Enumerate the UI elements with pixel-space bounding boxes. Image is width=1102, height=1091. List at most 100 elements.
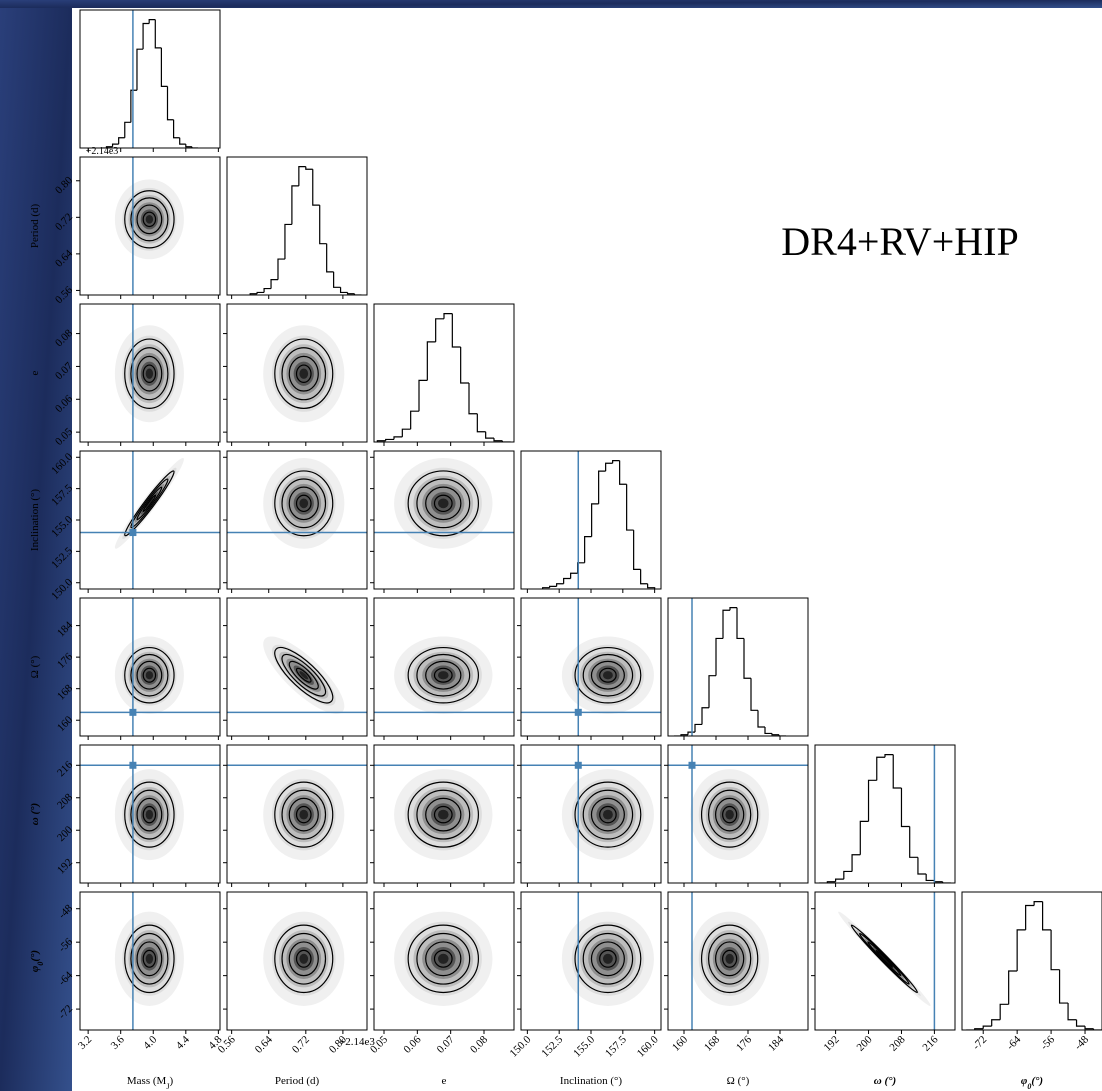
contour [124,338,175,409]
histogram-bin [319,205,327,245]
histogram-bin [1084,1026,1094,1030]
truth-marker [574,761,582,769]
histogram-bin [884,754,894,758]
y-axis-title: e [29,370,41,375]
panel: -72 -64 -56 -48 [961,891,1102,1052]
histogram-bin [612,460,620,464]
x-tick-label: 160.0 [635,1033,661,1059]
histogram-bin [942,881,951,883]
density-shade [438,953,449,964]
contour [416,789,471,840]
panel-bg [374,304,514,442]
density-shade [145,215,154,224]
histogram-bin [270,278,278,289]
panel-bg [227,157,367,295]
histogram-bin [154,19,162,49]
histogram-bin [708,675,716,708]
contour [590,797,625,832]
y-axis-title: ω (°) [29,803,41,825]
histogram-bin [771,733,779,736]
x-tick-label: 3.6 [109,1033,128,1052]
histogram-bin [1025,904,1035,930]
panel-bg [962,892,1102,1030]
panel-content [521,745,661,883]
histogram-bin [426,341,436,381]
histogram-bin [1042,901,1052,931]
panel-content [227,457,367,549]
panel-frame [373,303,515,443]
panel [226,156,368,299]
density-shade [299,809,309,820]
panel-content [542,451,656,589]
histogram-bin [284,223,292,260]
histogram-bin [999,1003,1009,1020]
contour [875,949,894,968]
histogram-bin [443,313,453,319]
histogram-bin [598,470,606,504]
panel-content [227,764,367,861]
contour [130,478,169,529]
panel-content [263,911,345,1006]
contour [722,805,738,824]
x-tick-label: 0.07 [435,1033,457,1055]
histogram-bin [501,440,511,442]
panel [223,597,368,740]
histogram-bin [556,583,564,587]
panel-bg [668,598,808,736]
panel-frame [79,9,221,149]
contour [288,486,319,521]
panel [814,744,956,887]
contour [599,667,617,683]
label-part: e [29,370,41,375]
panel-frame [226,891,368,1031]
histogram-bin [1050,929,1060,971]
histogram-bin [750,678,758,711]
x-tick-label: 152.5 [539,1033,565,1059]
histogram-bin [256,291,265,294]
contour [142,364,157,383]
density-shade [602,809,613,820]
histogram-bin [900,788,910,828]
contour [850,924,918,994]
panel [370,450,515,593]
histogram-bin [191,146,199,148]
panel-content [374,457,514,549]
x-tick-label: 0.06 [401,1033,423,1055]
panel-content [819,745,951,883]
x-tick-label: -64 [1004,1033,1023,1052]
panel: -72-64-56-483.2 3.6 4.0 4.4 4.8 [56,891,225,1052]
histogram-bin [778,734,786,736]
panel [223,303,368,446]
contour [416,478,471,529]
contour [407,470,480,537]
panel [223,450,368,593]
histogram-bin [460,347,469,384]
histogram-bin [1008,970,1018,1005]
panel-content [668,745,808,883]
contour [574,924,642,994]
y-offset-label: +2.14e3 [86,146,119,157]
panel-frame [79,450,221,590]
panel-frame [226,744,368,884]
contour [295,949,312,968]
contour [142,211,157,228]
histogram-bin [743,638,751,679]
histogram-bin [476,413,486,433]
panel-frame [961,891,1102,1031]
truth-marker [129,708,137,716]
histogram-bin [764,727,772,735]
histogram-bin [312,169,320,206]
truth-marker [129,529,137,537]
histogram-bin [166,86,174,121]
label-part: J [166,1082,169,1091]
panel-content [80,451,220,589]
panel-frame [226,156,368,296]
x-tick-label: 168 [702,1033,723,1054]
panel-frame [79,744,221,884]
contour [590,941,625,977]
truth-marker [129,761,137,769]
contour [288,941,319,977]
density-shade [725,809,734,820]
panel-frame [667,891,809,1031]
